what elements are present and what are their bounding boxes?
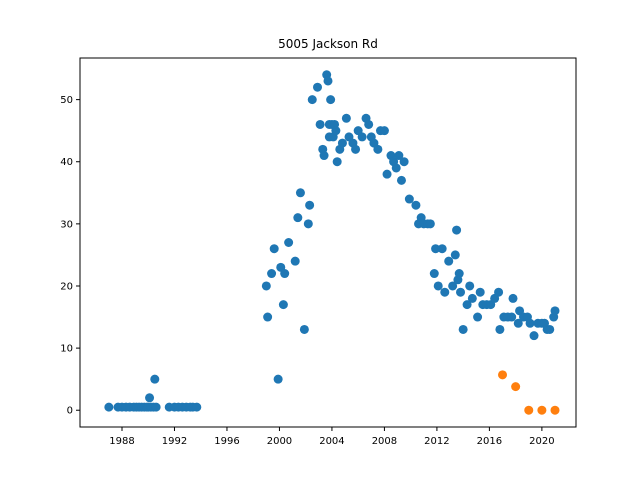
data-point bbox=[303, 219, 313, 229]
data-point bbox=[399, 157, 409, 167]
data-point bbox=[431, 244, 441, 254]
data-point bbox=[337, 138, 347, 148]
data-point bbox=[319, 151, 329, 161]
data-point bbox=[391, 163, 401, 173]
data-point bbox=[373, 144, 383, 154]
data-point bbox=[458, 324, 468, 334]
data-point bbox=[513, 318, 523, 328]
data-point bbox=[145, 393, 155, 403]
data-point bbox=[267, 269, 277, 279]
data-point bbox=[440, 287, 450, 297]
data-point bbox=[467, 293, 477, 303]
x-tick-label: 2012 bbox=[424, 436, 449, 447]
data-point bbox=[473, 312, 483, 322]
data-point bbox=[494, 287, 504, 297]
x-tick-label: 1988 bbox=[109, 436, 134, 447]
data-point bbox=[450, 250, 460, 260]
data-point bbox=[315, 119, 325, 129]
data-point bbox=[341, 113, 351, 123]
data-point bbox=[269, 244, 279, 254]
x-tick-label: 2008 bbox=[372, 436, 397, 447]
data-point bbox=[382, 169, 392, 179]
x-tick-label: 2016 bbox=[477, 436, 502, 447]
data-point bbox=[299, 324, 309, 334]
data-point bbox=[508, 293, 518, 303]
data-point bbox=[529, 331, 539, 341]
data-point bbox=[364, 119, 374, 129]
y-tick-label: 0 bbox=[67, 406, 73, 417]
data-point bbox=[151, 402, 161, 412]
data-point bbox=[261, 281, 271, 291]
data-point bbox=[498, 370, 508, 380]
data-point bbox=[465, 281, 475, 291]
data-point bbox=[456, 287, 466, 297]
data-point bbox=[323, 76, 333, 86]
data-point bbox=[495, 324, 505, 334]
data-point bbox=[550, 405, 560, 415]
data-point bbox=[396, 175, 406, 185]
y-tick-label: 20 bbox=[60, 281, 73, 292]
plot-area: 1988 1992 1996 2000 2004 2008 2012 2016 2020 0 10 2… bbox=[60, 57, 577, 447]
data-point bbox=[437, 244, 447, 254]
data-point bbox=[307, 95, 317, 105]
data-point bbox=[331, 126, 341, 136]
data-point bbox=[462, 300, 472, 310]
data-point bbox=[290, 256, 300, 266]
data-point bbox=[278, 300, 288, 310]
y-tick-label: 10 bbox=[60, 344, 73, 355]
y-tick-label: 30 bbox=[60, 219, 73, 230]
data-point bbox=[104, 402, 114, 412]
data-point bbox=[524, 405, 534, 415]
data-point bbox=[475, 287, 485, 297]
x-tick-label: 2000 bbox=[267, 436, 292, 447]
data-point bbox=[326, 95, 336, 105]
data-point bbox=[404, 194, 414, 204]
data-point bbox=[313, 82, 323, 92]
chart-title: 5005 Jackson Rd bbox=[278, 37, 378, 51]
data-point bbox=[192, 402, 202, 412]
data-point bbox=[357, 132, 367, 142]
data-point bbox=[150, 374, 160, 384]
x-tick-label: 2004 bbox=[319, 436, 344, 447]
data-point bbox=[273, 374, 283, 384]
data-point bbox=[429, 269, 439, 279]
y-tick-label: 50 bbox=[60, 95, 73, 106]
data-point bbox=[332, 157, 342, 167]
data-point bbox=[263, 312, 273, 322]
y-tick-label: 40 bbox=[60, 157, 73, 168]
data-point bbox=[280, 269, 290, 279]
data-point bbox=[507, 312, 517, 322]
data-point bbox=[537, 405, 547, 415]
data-point bbox=[444, 256, 454, 266]
x-tick-label: 1992 bbox=[162, 436, 187, 447]
axes-frame bbox=[79, 57, 577, 428]
data-point bbox=[351, 144, 361, 154]
data-point bbox=[379, 126, 389, 136]
data-point bbox=[284, 238, 294, 247]
data-point bbox=[452, 225, 462, 235]
data-point bbox=[293, 213, 303, 223]
data-point bbox=[545, 324, 555, 334]
data-point bbox=[511, 382, 521, 392]
data-point bbox=[448, 281, 458, 291]
x-tick-label: 2020 bbox=[529, 436, 554, 447]
data-point bbox=[454, 269, 464, 279]
data-point bbox=[394, 151, 404, 161]
x-tick-label: 1996 bbox=[214, 436, 239, 447]
data-point bbox=[411, 200, 421, 210]
data-point bbox=[295, 188, 305, 198]
data-point bbox=[525, 318, 535, 328]
data-point bbox=[433, 281, 443, 291]
data-point bbox=[550, 306, 560, 316]
data-point bbox=[425, 219, 435, 229]
data-point bbox=[305, 200, 315, 210]
